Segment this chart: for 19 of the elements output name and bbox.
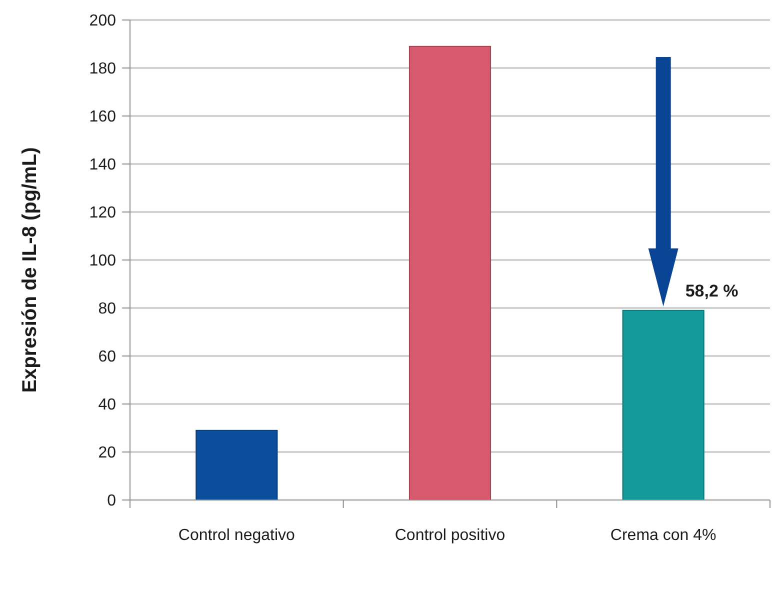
y-tick-label: 120: [89, 204, 116, 222]
x-tick-label: Crema con 4%: [610, 527, 716, 544]
y-tick-label: 160: [89, 108, 116, 126]
y-tick-label: 0: [107, 492, 116, 510]
bar: [622, 310, 704, 500]
y-tick-label: 20: [98, 444, 116, 462]
bar: [408, 46, 492, 500]
y-tick-label: 100: [89, 252, 116, 270]
annotation: 58,2 %: [685, 281, 738, 300]
x-tick-label: Control negativo: [178, 527, 296, 544]
y-tick-label: 60: [98, 348, 116, 366]
y-tick-label: 80: [98, 300, 116, 318]
y-tick-label: 180: [89, 60, 116, 78]
bar: [196, 430, 278, 500]
y-tick-label: 200: [89, 12, 116, 30]
y-axis-title: Expresión de IL-8 (pg/mL): [19, 147, 41, 393]
y-tick-label: 140: [89, 156, 116, 174]
y-tick-label: 40: [98, 396, 116, 414]
x-tick-label: Control positivo: [394, 527, 506, 544]
